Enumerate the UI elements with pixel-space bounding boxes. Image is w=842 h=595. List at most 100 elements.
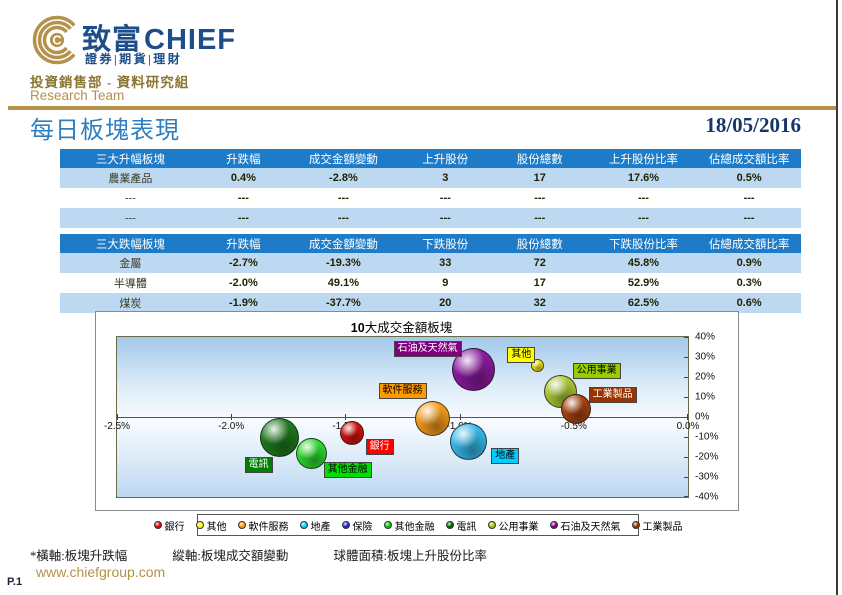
table-row: 半導體 -2.0% 49.1% 9 17 52.9% 0.3% <box>60 273 801 293</box>
cell-turnover-change: --- <box>337 192 349 204</box>
page-title: 每日板塊表現 <box>30 118 180 144</box>
chief-logo-icon: C <box>32 15 76 65</box>
legend-marker-icon <box>299 521 308 529</box>
logo-chinese: 致富 <box>82 24 143 56</box>
table-row: --- --- --- --- --- --- --- <box>60 188 801 208</box>
y-axis-tick <box>684 496 688 497</box>
legend-label: 工業製品 <box>642 521 683 533</box>
cell-turnover-ratio: 0.3% <box>736 277 762 289</box>
column-header: 股份總數 <box>489 234 590 253</box>
y-axis-tick-label: 10% <box>695 391 716 403</box>
sector-name: --- <box>124 192 136 204</box>
chart-bubble-label-公用事業: 公用事業 <box>572 363 621 379</box>
chart-bubble-地產 <box>450 422 488 460</box>
cell-change: --- <box>237 192 249 204</box>
cell-total-shares: 17 <box>489 168 590 188</box>
cell-turnover-change: -37.7% <box>285 293 401 313</box>
sector-name: 農業產品 <box>60 168 201 188</box>
legend-label: 電訊 <box>456 521 477 533</box>
chart-bubble-label-銀行: 銀行 <box>365 439 394 455</box>
chart-bubble-電訊 <box>259 417 299 457</box>
chart-bubble-其他 <box>530 358 544 372</box>
chart-bubble-銀行 <box>340 421 365 445</box>
legend-item-地產: 地產 <box>299 518 331 533</box>
footnote-y-axis: 縱軸:板塊成交額變動 <box>172 549 289 563</box>
sector-name: 金屬 <box>60 253 201 273</box>
chart-bubble-label-軟件服務: 軟件服務 <box>378 383 427 399</box>
y-axis-tick <box>684 337 688 338</box>
sector-name: --- <box>60 208 201 228</box>
legend-item-電訊: 電訊 <box>445 518 477 533</box>
sector-name: 煤炭 <box>60 293 201 313</box>
x-axis-line <box>117 417 688 418</box>
team-line: Research Team <box>30 88 125 103</box>
chart-bubble-label-其他金融: 其他金融 <box>323 462 372 478</box>
legend-marker-icon <box>445 521 454 529</box>
legend-marker-icon <box>487 521 496 529</box>
column-header: 佔總成交額比率 <box>697 149 801 168</box>
column-header: 佔總成交額比率 <box>697 234 801 253</box>
department-line: 投資銷售部 - 資料研究組 <box>30 75 190 90</box>
table-row: 煤炭 -1.9% -37.7% 20 32 62.5% 0.6% <box>60 293 801 313</box>
gainers-table: 三大升幅板塊 升跌幅 成交金額變動 上升股份 股份總數 上升股份比率 佔總成交額… <box>60 149 801 228</box>
chart-bubble-label-工業製品: 工業製品 <box>588 387 637 403</box>
chart-bubble-label-電訊: 電訊 <box>244 457 273 473</box>
cell-up-ratio: 17.6% <box>589 168 698 188</box>
chart-footnote: *橫軸:板塊升跌幅 縱軸:板塊成交額變動 球體面積:板塊上升股份比率 <box>30 545 529 564</box>
y-axis-tick-label: -20% <box>695 451 719 463</box>
column-header: 下跌股份比率 <box>589 234 698 253</box>
x-axis-tick-label: -2.0% <box>218 421 245 432</box>
legend-marker-icon <box>631 521 640 529</box>
chart-bubble-石油及天然氣 <box>451 347 495 391</box>
legend-item-石油及天然氣: 石油及天然氣 <box>549 518 621 533</box>
footnote-bubble-size: 球體面積:板塊上升股份比率 <box>333 549 487 563</box>
cell-turnover-change: -2.8% <box>285 168 401 188</box>
y-axis-tick-label: 40% <box>695 331 716 343</box>
y-axis-tick <box>684 377 688 378</box>
legend-label: 其他 <box>206 521 227 533</box>
column-header: 上升股份比率 <box>589 149 698 168</box>
cell-change: -2.7% <box>200 253 286 273</box>
legend-marker-icon <box>237 521 246 529</box>
logo-wordmark: 致富CHIEF <box>82 16 236 58</box>
legend-item-公用事業: 公用事業 <box>487 518 539 533</box>
cell-total-shares: --- <box>489 208 590 228</box>
chart-title: 10大成交金額板塊 <box>350 321 453 335</box>
y-axis-tick-label: 30% <box>695 351 716 363</box>
cell-total-shares: 72 <box>489 253 590 273</box>
y-axis-tick <box>684 437 688 438</box>
cell-down-ratio: 62.5% <box>589 293 698 313</box>
cell-up-ratio: --- <box>637 192 649 204</box>
website-link[interactable]: www.chiefgroup.com <box>36 564 166 580</box>
x-axis-tick-label: -0.5% <box>560 421 587 432</box>
cell-change: 0.4% <box>200 168 286 188</box>
cell-change: -1.9% <box>200 293 286 313</box>
cell-up-shares: --- <box>400 208 490 228</box>
table-row: 金屬 -2.7% -19.3% 33 72 45.8% 0.9% <box>60 253 801 273</box>
table-row: --- --- --- --- --- --- --- <box>60 208 801 228</box>
y-axis-tick <box>684 477 688 478</box>
cell-down-shares: 20 <box>400 293 490 313</box>
cell-turnover-ratio: 0.9% <box>697 253 801 273</box>
legend-label: 其他金融 <box>394 521 435 533</box>
losers-table: 三大跌幅板塊 升跌幅 成交金額變動 下跌股份 股份總數 下跌股份比率 佔總成交額… <box>60 234 801 313</box>
logo-tagline: 證券|期貨|理財 <box>85 52 183 66</box>
chart-bubble-label-地產: 地產 <box>491 448 520 464</box>
x-axis-tick <box>459 414 461 420</box>
legend-marker-icon <box>341 521 350 529</box>
y-axis-tick-label: 20% <box>695 371 716 383</box>
legend-item-銀行: 銀行 <box>153 518 185 533</box>
x-axis-tick-label: 0.0% <box>676 421 700 432</box>
x-axis-tick <box>231 414 233 420</box>
cell-turnover-change: 49.1% <box>327 277 359 289</box>
column-header: 下跌股份 <box>400 234 490 253</box>
column-header: 三大跌幅板塊 <box>60 234 201 253</box>
x-axis-tick-label: -2.5% <box>103 421 131 432</box>
bubble-chart: 10大成交金額板塊 -2.5%-2.0%-1.5%-1.0%-0.5%0.0%4… <box>95 311 739 511</box>
column-header: 股份總數 <box>489 149 590 168</box>
legend-item-其他: 其他 <box>195 518 227 533</box>
cell-down-ratio: 45.8% <box>589 253 698 273</box>
y-axis-tick-label: -40% <box>695 491 719 503</box>
chart-bubble-公用事業 <box>543 374 577 408</box>
cell-total-shares: --- <box>534 192 546 204</box>
